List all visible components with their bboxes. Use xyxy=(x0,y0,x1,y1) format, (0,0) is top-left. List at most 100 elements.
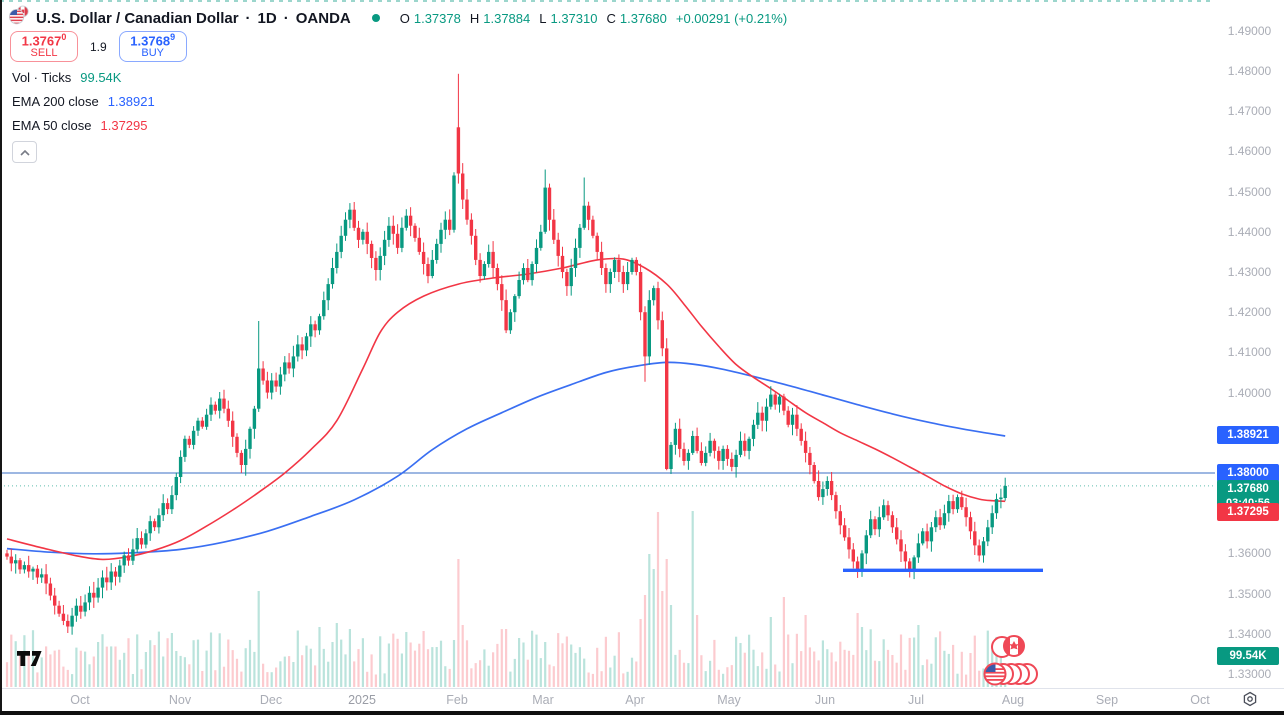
symbol-title[interactable]: U.S. Dollar / Canadian Dollar xyxy=(36,9,239,27)
tradingview-logo[interactable] xyxy=(16,650,47,672)
volume-bar xyxy=(943,650,946,687)
candle-body xyxy=(465,199,469,220)
candle-body xyxy=(426,264,430,277)
candle-body xyxy=(565,272,569,287)
volume-bar xyxy=(539,658,542,687)
volume-bar xyxy=(656,512,660,687)
volume-bar xyxy=(97,642,100,687)
volume-bar xyxy=(209,632,213,687)
volume-bar xyxy=(904,669,907,687)
candle-body xyxy=(391,225,395,234)
price-tick-label: 1.43000 xyxy=(1227,265,1272,279)
month-tick-label: May xyxy=(717,693,741,707)
candle-body xyxy=(421,251,426,264)
candle-body xyxy=(218,398,222,411)
candle-body xyxy=(122,555,126,566)
volume-bar xyxy=(960,651,963,687)
volume-bar xyxy=(140,669,143,687)
candle-body xyxy=(543,187,547,232)
candle-body xyxy=(504,300,508,331)
candle-body xyxy=(352,209,356,228)
volume-bar xyxy=(748,634,751,687)
volume-bar xyxy=(27,653,30,687)
volume-bar xyxy=(531,630,534,687)
volume-bar xyxy=(340,639,343,687)
candle-body xyxy=(387,225,391,240)
volume-bar xyxy=(327,661,330,687)
volume-bar xyxy=(557,633,560,687)
canada-event-flag-icon[interactable] xyxy=(988,633,1030,666)
volume-bar xyxy=(18,651,22,687)
buy-button[interactable]: 1.37689 BUY xyxy=(118,31,187,62)
exchange-label[interactable]: OANDA xyxy=(295,9,351,27)
volume-bar xyxy=(830,652,833,687)
candle-body xyxy=(890,515,895,528)
volume-bar xyxy=(639,619,642,687)
volume-bar xyxy=(899,634,903,687)
volume-bar xyxy=(88,664,91,687)
volume-bar xyxy=(262,663,265,687)
collapse-legend-button[interactable] xyxy=(12,141,37,163)
indicator-row-volume[interactable]: Vol · Ticks 99.54K xyxy=(12,70,121,85)
price-axis[interactable]: 1.49000 1.48000 1.47000 1.46000 1.45000 1.440… xyxy=(1215,0,1284,688)
volume-bar xyxy=(947,653,950,687)
candle-body xyxy=(144,533,148,545)
timeframe-label[interactable]: 1D xyxy=(257,9,277,27)
volume-bar xyxy=(253,651,256,687)
candle-body xyxy=(708,440,712,453)
candle-body xyxy=(304,336,309,351)
candle-body xyxy=(244,448,248,465)
candle-body xyxy=(764,406,769,421)
month-tick-label: Mar xyxy=(532,693,554,707)
candle-body xyxy=(61,613,66,621)
price-chart-pane[interactable] xyxy=(0,0,1215,688)
candle-body xyxy=(625,272,630,285)
candle-body xyxy=(374,257,378,270)
volume-bar xyxy=(696,615,699,687)
volume-bar xyxy=(222,666,226,687)
candle-body xyxy=(257,368,261,409)
volume-bar xyxy=(808,647,811,687)
candle-body xyxy=(74,605,79,616)
indicator-row-ema50[interactable]: EMA 50 close 1.37295 xyxy=(12,118,148,133)
us-event-flag-stack-icon[interactable] xyxy=(980,659,1044,694)
volume-bar xyxy=(270,672,273,687)
volume-bar xyxy=(626,671,629,687)
candle-body xyxy=(378,255,382,270)
volume-bar xyxy=(804,615,807,687)
time-axis[interactable]: Oct Nov Dec 2025 Feb Mar Apr May Jun Jul Aug Sep Oct xyxy=(0,688,1215,713)
candle-body xyxy=(534,247,539,264)
volume-bar xyxy=(826,649,829,687)
candle-body xyxy=(786,410,790,425)
candle-body xyxy=(682,448,686,461)
volume-bar xyxy=(266,672,269,687)
candle-body xyxy=(343,219,348,236)
candle-body xyxy=(973,531,977,546)
volume-bar xyxy=(487,665,490,687)
volume-bar xyxy=(244,648,247,687)
candle-body xyxy=(630,259,634,272)
candle-body xyxy=(443,219,447,230)
volume-bar xyxy=(617,632,620,687)
candle-body xyxy=(400,227,404,248)
volume-bar xyxy=(817,660,820,687)
candle-body xyxy=(339,235,343,252)
volume-bar xyxy=(648,554,651,687)
axis-settings-button[interactable] xyxy=(1215,688,1284,713)
volume-bar xyxy=(978,670,981,687)
candle-body xyxy=(916,543,921,558)
volume-bar xyxy=(314,665,317,687)
candle-body xyxy=(448,219,452,230)
volume-bar xyxy=(383,673,386,687)
volume-bar xyxy=(166,638,169,687)
volume-bar xyxy=(92,656,95,687)
candle-body xyxy=(361,231,365,240)
indicator-row-ema200[interactable]: EMA 200 close 1.38921 xyxy=(12,94,155,109)
sell-button[interactable]: 1.37670 SELL xyxy=(10,31,78,62)
low-value: 1.37310 xyxy=(550,10,598,26)
volume-bar xyxy=(58,649,61,687)
volume-bar xyxy=(431,647,434,687)
month-tick-label: Sep xyxy=(1095,693,1119,707)
candle-body xyxy=(569,268,573,287)
candle-body xyxy=(105,577,109,583)
